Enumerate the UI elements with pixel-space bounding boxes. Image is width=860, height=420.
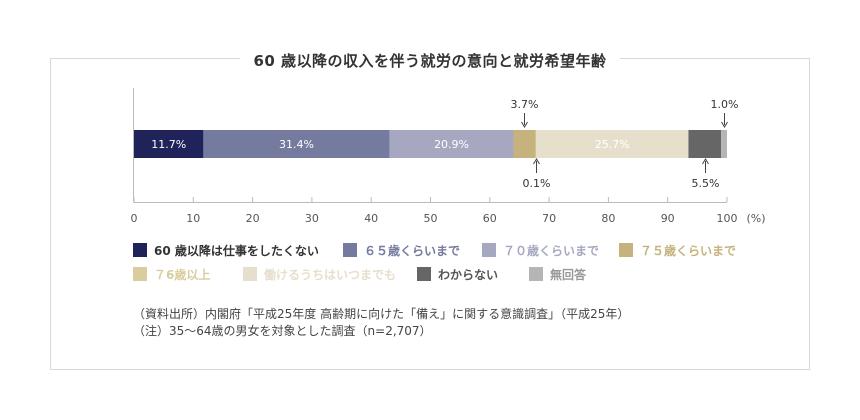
legend-item-no-answer: 無回答 <box>529 266 586 282</box>
legend-label: 働けるうちはいつまでも <box>264 267 397 282</box>
leader-arrow-head <box>533 158 540 165</box>
data-label: 3.7% <box>511 98 539 111</box>
legend-item-as-long-as-able: 働けるうちはいつまでも <box>243 266 396 282</box>
data-label: 1.0% <box>711 98 739 111</box>
bar-segment <box>513 130 536 158</box>
legend-label: わからない <box>438 267 499 282</box>
legend-item-76-plus: ７6歳以上 <box>133 266 210 282</box>
bar-segment <box>536 130 689 158</box>
legend-label: 無回答 <box>550 267 587 282</box>
note-line: （注）35〜64歳の男女を対象とした調査（n=2,707） <box>133 324 432 338</box>
legend-swatch <box>343 243 357 257</box>
x-tick-label: 10 <box>186 212 200 225</box>
x-tick-label: 60 <box>483 212 497 225</box>
legend-label: ７6歳以上 <box>154 267 211 282</box>
data-label: 20.9% <box>434 138 469 151</box>
legend-swatch <box>619 243 633 257</box>
leader-arrow-head <box>721 121 728 128</box>
leader-arrow-head <box>702 158 709 165</box>
chart-title: 60 歳以降の収入を伴う就労の意向と就労希望年齢 <box>253 52 607 70</box>
x-tick-label: 40 <box>364 212 378 225</box>
legend-swatch <box>482 243 496 257</box>
data-label: 11.7% <box>151 138 186 151</box>
x-tick-label: 30 <box>305 212 319 225</box>
data-label: 25.7% <box>595 138 630 151</box>
data-label: 31.4% <box>279 138 314 151</box>
x-tick-label: 80 <box>601 212 615 225</box>
legend-item-until-75: ７５歳くらいまで <box>619 242 736 258</box>
x-tick-label: 0 <box>131 212 138 225</box>
legend-swatch <box>133 243 147 257</box>
legend: 60 歳以降は仕事をしたくない ６５歳くらいまで ７０歳くらいまで ７５歳くらい… <box>133 242 753 282</box>
x-tick-label: 100 <box>717 212 738 225</box>
source-line: （資料出所）内閣府「平成25年度 高齢期に向けた「備え」に関する意識調査」（平成… <box>133 307 630 321</box>
x-tick-label: 90 <box>661 212 675 225</box>
bar-segment <box>203 130 390 158</box>
title-background <box>240 46 620 70</box>
legend-swatch <box>133 267 147 281</box>
legend-swatch <box>529 267 543 281</box>
legend-item-until-65: ６５歳くらいまで <box>343 242 460 258</box>
legend-item-no-work: 60 歳以降は仕事をしたくない <box>133 242 319 258</box>
legend-swatch <box>417 267 431 281</box>
legend-item-until-70: ７０歳くらいまで <box>482 242 599 258</box>
source-notes: （資料出所）内閣府「平成25年度 高齢期に向けた「備え」に関する意識調査」（平成… <box>133 306 629 340</box>
x-tick-label: 50 <box>424 212 438 225</box>
bar-segment <box>535 130 537 158</box>
leader-arrow-head <box>521 121 528 128</box>
legend-swatch <box>243 267 257 281</box>
legend-item-unknown: わからない <box>417 266 498 282</box>
legend-label: ７０歳くらいまで <box>503 243 600 258</box>
data-label: 5.5% <box>692 177 720 190</box>
bar-segment <box>688 130 722 158</box>
x-tick-label: 70 <box>542 212 556 225</box>
legend-label: ６５歳くらいまで <box>364 243 461 258</box>
bar-segment <box>134 130 204 158</box>
x-unit-label: (%) <box>746 212 765 225</box>
bar-segment <box>721 130 727 158</box>
legend-label: ７５歳くらいまで <box>640 243 737 258</box>
bar-segment <box>389 130 514 158</box>
data-label: 0.1% <box>523 177 551 190</box>
x-tick-label: 20 <box>246 212 260 225</box>
legend-label: 60 歳以降は仕事をしたくない <box>154 243 319 258</box>
